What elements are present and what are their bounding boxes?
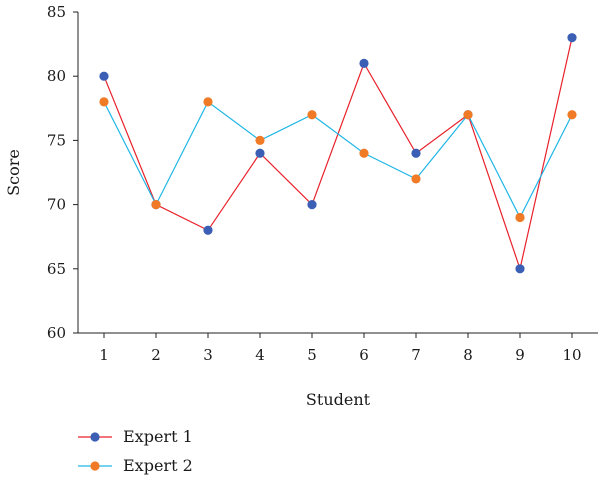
legend: Expert 1 Expert 2 (78, 427, 193, 475)
x-ticks: 1 2 3 4 5 6 7 8 9 10 (99, 333, 582, 364)
legend-marker (90, 461, 100, 471)
data-point-series-2 (99, 97, 109, 107)
data-point-series-2 (567, 110, 577, 120)
legend-marker (90, 432, 100, 442)
x-tick-label: 9 (515, 346, 525, 364)
axes (77, 12, 598, 334)
y-tick-label: 75 (47, 131, 66, 149)
data-point-series-1 (99, 71, 109, 81)
data-point-series-1 (255, 148, 265, 158)
data-point-series-1 (567, 33, 577, 43)
x-tick-label: 8 (463, 346, 473, 364)
x-tick-label: 10 (562, 346, 581, 364)
legend-label: Expert 2 (123, 456, 193, 475)
legend-label: Expert 1 (123, 427, 193, 446)
x-tick-label: 7 (411, 346, 421, 364)
data-point-series-2 (255, 135, 265, 145)
y-tick-label: 85 (47, 3, 66, 21)
x-axis-title: Student (306, 390, 371, 409)
y-ticks: 60 65 70 75 80 85 (47, 3, 78, 342)
legend-item-2: Expert 2 (78, 456, 193, 475)
data-point-series-2 (411, 174, 421, 184)
legend-item-1: Expert 1 (78, 427, 193, 446)
data-point-series-1 (203, 225, 213, 235)
series-lines (103, 37, 573, 272)
data-point-series-1 (411, 148, 421, 158)
x-tick-label: 1 (99, 346, 109, 364)
y-tick-label: 80 (47, 67, 66, 85)
data-point-series-1 (359, 58, 369, 68)
data-point-series-2 (463, 110, 473, 120)
y-tick-label: 60 (47, 324, 66, 342)
data-point-series-1 (307, 200, 317, 210)
data-point-series-2 (151, 200, 161, 210)
data-point-series-2 (203, 97, 213, 107)
y-tick-label: 65 (47, 260, 66, 278)
data-point-series-2 (515, 212, 525, 223)
y-tick-label: 70 (47, 196, 66, 214)
x-tick-label: 6 (359, 346, 369, 364)
series-markers (99, 33, 577, 274)
data-point-series-2 (307, 110, 317, 120)
data-point-series-2 (359, 148, 369, 158)
x-tick-label: 4 (255, 346, 265, 364)
x-tick-label: 2 (151, 346, 161, 364)
series-line-2 (103, 100, 573, 219)
data-point-series-1 (515, 264, 525, 274)
series-line-1 (103, 37, 573, 272)
y-axis-title: Score (4, 149, 23, 196)
x-tick-label: 5 (307, 346, 317, 364)
x-tick-label: 3 (203, 346, 213, 364)
